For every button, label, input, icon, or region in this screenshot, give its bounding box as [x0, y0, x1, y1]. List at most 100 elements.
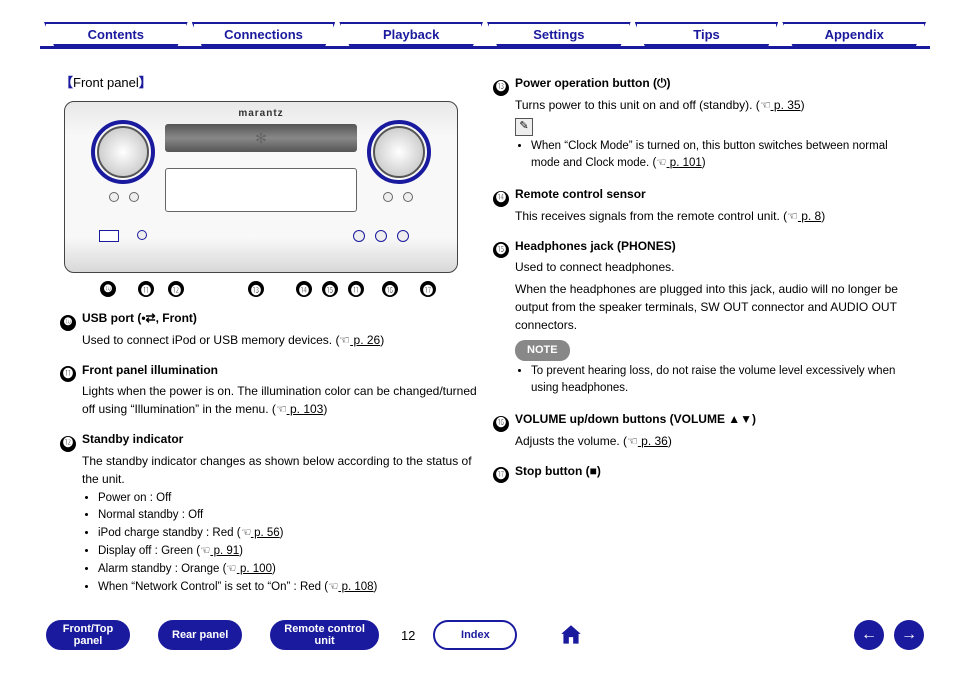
description-item: ⓯Headphones jack (PHONES)Used to connect… — [493, 237, 913, 399]
item-body: Adjusts the volume. (☞ p. 36) — [493, 432, 913, 450]
bullet: Alarm standby : Orange (☞ p. 100) — [98, 561, 480, 579]
description-item: ⓬ Standby indicator The standby indicator … — [60, 430, 480, 596]
hand-icon: ☞ — [276, 400, 287, 418]
jack — [353, 230, 365, 242]
right-knob — [373, 126, 425, 178]
bullet: Power on : Off — [98, 490, 480, 508]
tab-playback[interactable]: Playback — [339, 22, 483, 46]
page-link[interactable]: p. 36 — [638, 434, 668, 448]
bullet: iPod charge standby : Red (☞ p. 56) — [98, 525, 480, 543]
jack — [375, 230, 387, 242]
right-column: ⓭Power operation button (⏻)Turns power t… — [493, 62, 913, 483]
item-title: Standby indicator — [82, 432, 183, 446]
item-num: ⓯ — [493, 242, 509, 258]
tab-tips[interactable]: Tips — [635, 22, 779, 46]
page-link[interactable]: p. 8 — [798, 209, 821, 223]
page-link[interactable]: p. 35 — [771, 98, 801, 112]
item-body: The standby indicator changes as shown b… — [60, 452, 480, 488]
callout-num: ❿ — [100, 281, 116, 297]
tab-contents[interactable]: Contents — [44, 22, 188, 46]
item-num: ⓱ — [493, 467, 509, 483]
hand-icon: ☞ — [328, 579, 338, 597]
pill-index[interactable]: Index — [433, 620, 517, 650]
hand-icon: ☞ — [627, 432, 638, 450]
bullet: Normal standby : Off — [98, 507, 480, 525]
left-column: 【Front panel】 marantz ✻ ❿ ⓫ ⓬ ⓭ ⓮ ⓯ ⓫ — [60, 72, 480, 596]
small-button — [383, 192, 393, 202]
tab-connections[interactable]: Connections — [192, 22, 336, 46]
small-button — [403, 192, 413, 202]
page-link[interactable]: p. 91 — [210, 545, 239, 557]
page-link[interactable]: p. 108 — [338, 581, 373, 593]
left-items: ❿USB port (•⇄, Front)Used to connect iPo… — [60, 309, 480, 596]
page-link[interactable]: p. 26 — [350, 333, 380, 347]
page-number: 12 — [401, 628, 415, 643]
item-num: ⓭ — [493, 80, 509, 96]
page-link[interactable]: p. 100 — [237, 563, 272, 575]
bullet: When “Network Control” is set to “On” : … — [98, 579, 480, 597]
small-button — [109, 192, 119, 202]
item-title: Power operation button (⏻) — [515, 76, 670, 90]
description-item: ⓰VOLUME up/down buttons (VOLUME ▲▼)Adjus… — [493, 410, 913, 450]
hand-icon: ☞ — [226, 561, 236, 579]
item-body: Used to connect headphones. — [493, 258, 913, 276]
bullet: When “Clock Mode” is turned on, this but… — [531, 138, 913, 174]
page-link[interactable]: p. 103 — [287, 402, 324, 416]
item-num: ⓬ — [60, 436, 76, 452]
bullets: Power on : OffNormal standby : OffiPod c… — [60, 490, 480, 597]
hand-icon: ☞ — [241, 525, 251, 543]
description-item: ❿USB port (•⇄, Front)Used to connect iPo… — [60, 309, 480, 349]
item-body: This receives signals from the remote co… — [493, 207, 913, 225]
hand-icon: ☞ — [656, 155, 666, 173]
item-body: Lights when the power is on. The illumin… — [60, 382, 480, 418]
callout-num: ⓬ — [168, 281, 184, 297]
bullet: Display off : Green (☞ p. 91) — [98, 543, 480, 561]
top-strip — [40, 46, 930, 49]
tab-settings[interactable]: Settings — [487, 22, 631, 46]
bottom-bar: Front/Toppanel Rear panel Remote control… — [46, 617, 924, 653]
note-bullets: To prevent hearing loss, do not raise th… — [493, 363, 913, 399]
item-title: Front panel illumination — [82, 363, 218, 377]
callout-row: ❿ ⓫ ⓬ ⓭ ⓮ ⓯ ⓫ ⓰ ⓱ — [64, 281, 458, 297]
hand-icon: ☞ — [200, 543, 210, 561]
item-extra: When the headphones are plugged into thi… — [493, 280, 913, 334]
wrench-icon: ✎ — [515, 118, 533, 136]
item-num: ⓮ — [493, 191, 509, 207]
usb-port — [99, 230, 119, 242]
display-window — [165, 168, 357, 212]
home-icon[interactable] — [557, 621, 585, 649]
note-badge: NOTE — [515, 340, 570, 361]
description-item: ⓫Front panel illuminationLights when the… — [60, 361, 480, 419]
hand-icon: ☞ — [760, 96, 771, 114]
pill-rear-panel[interactable]: Rear panel — [158, 620, 242, 650]
description-item: ⓭Power operation button (⏻)Turns power t… — [493, 74, 913, 173]
front-panel-illustration: marantz ✻ — [64, 101, 458, 273]
page-link[interactable]: p. 101 — [667, 157, 702, 169]
callout-num: ⓮ — [296, 281, 312, 297]
prev-page-button[interactable]: ← — [854, 620, 884, 650]
jack — [397, 230, 409, 242]
bullet: To prevent hearing loss, do not raise th… — [531, 363, 913, 399]
section-title-text: Front panel — [73, 75, 139, 90]
callout-num: ⓯ — [322, 281, 338, 297]
pill-remote-control[interactable]: Remote controlunit — [270, 620, 379, 650]
item-title: USB port (•⇄, Front) — [82, 311, 197, 325]
tab-appendix[interactable]: Appendix — [782, 22, 926, 46]
next-page-button[interactable]: → — [894, 620, 924, 650]
item-num: ❿ — [60, 315, 76, 331]
page-link[interactable]: p. 56 — [251, 527, 280, 539]
brand-label: marantz — [238, 108, 283, 119]
description-item: ⓮ Remote control sensor This receives sign… — [493, 185, 913, 225]
callout-num: ⓫ — [138, 281, 154, 297]
pill-front-top-panel[interactable]: Front/Toppanel — [46, 620, 130, 650]
left-knob — [97, 126, 149, 178]
item-num: ⓰ — [493, 416, 509, 432]
callout-num: ⓰ — [382, 281, 398, 297]
hand-icon: ☞ — [787, 207, 798, 225]
section-title: 【Front panel】 — [60, 72, 480, 91]
led-indicator — [137, 230, 147, 240]
callout-num: ⓱ — [420, 281, 436, 297]
star-icon: ✻ — [255, 130, 267, 147]
item-title: Remote control sensor — [515, 187, 646, 201]
right-items: ⓭Power operation button (⏻)Turns power t… — [493, 74, 913, 483]
